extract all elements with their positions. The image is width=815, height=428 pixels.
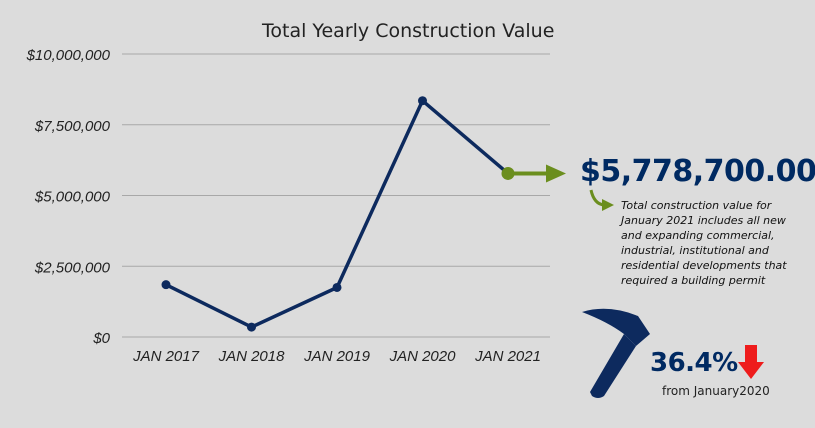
callout-note: Total construction value for January 202… <box>621 199 787 287</box>
callout-value: $5,778,700.00 <box>580 154 815 189</box>
change-from-label: from January2020 <box>662 384 770 398</box>
down-arrow-icon <box>738 345 764 379</box>
x-tick-label: JAN 2021 <box>474 348 541 365</box>
data-point <box>332 282 342 292</box>
data-point <box>247 322 256 332</box>
data-point <box>161 280 171 290</box>
x-tick-label: JAN 2017 <box>132 348 200 365</box>
y-tick-label: $7,500,000 <box>34 118 111 135</box>
series-line <box>165 98 510 329</box>
y-tick-label: $2,500,000 <box>34 259 111 276</box>
x-tick-label: JAN 2020 <box>389 348 457 365</box>
change-percent: 36.4% <box>650 348 738 378</box>
y-tick-label: $10,000,000 <box>26 47 111 64</box>
x-tick-label: JAN 2019 <box>303 348 371 365</box>
x-tick-label: JAN 2018 <box>218 348 286 365</box>
chart-title: Total Yearly Construction Value <box>262 20 555 42</box>
y-tick-label: $0 <box>92 330 110 347</box>
data-point <box>418 96 427 106</box>
hammer-icon <box>582 308 650 398</box>
callout-arrow-head <box>546 164 566 183</box>
note-arrow-head <box>602 199 614 211</box>
y-tick-label: $5,000,000 <box>34 189 111 206</box>
